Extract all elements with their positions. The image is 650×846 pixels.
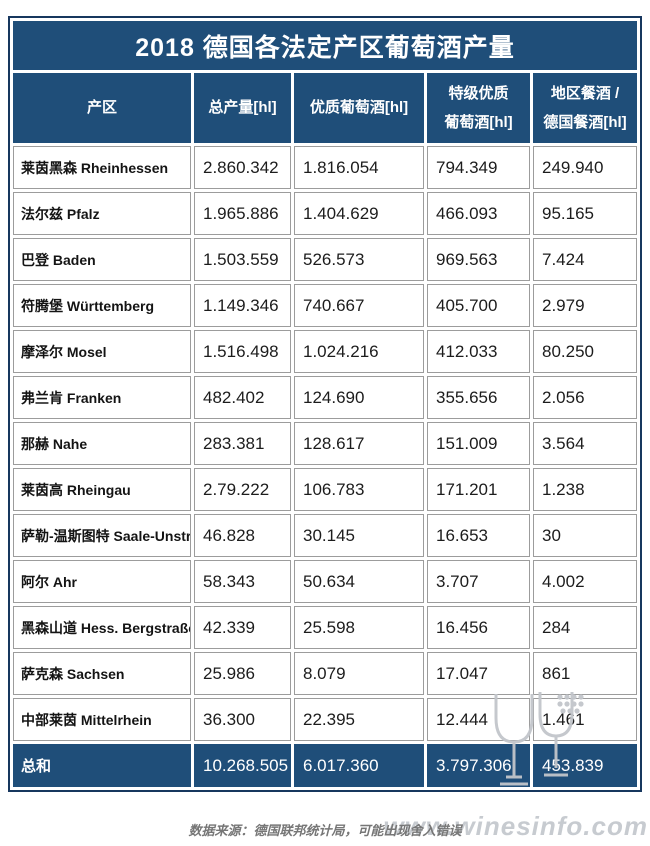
cell-landwein: 284: [533, 606, 638, 649]
cell-landwein: 453.839: [533, 744, 638, 787]
cell-total: 25.986: [194, 652, 291, 695]
cell-region: 莱茵黑森 Rheinhessen: [13, 146, 191, 189]
site-watermark: www.winesinfo.com: [383, 811, 648, 841]
table-row: 莱茵高 Rheingau 2.79.222 106.783 171.201 1.…: [13, 468, 638, 511]
cell-pradikat: 3.707: [427, 560, 530, 603]
cell-quality: 22.395: [294, 698, 424, 741]
cell-total: 283.381: [194, 422, 291, 465]
cell-quality: 1.024.216: [294, 330, 424, 373]
cell-region: 法尔兹 Pfalz: [13, 192, 191, 235]
cell-pradikat: 794.349: [427, 146, 530, 189]
cell-landwein: 95.165: [533, 192, 638, 235]
cell-pradikat: 969.563: [427, 238, 530, 281]
cell-total: 46.828: [194, 514, 291, 557]
cell-region: 符腾堡 Württemberg: [13, 284, 191, 327]
cell-total: 42.339: [194, 606, 291, 649]
column-header-region: 产区: [13, 73, 191, 143]
cell-landwein: 3.564: [533, 422, 638, 465]
cell-pradikat: 3.797.306: [427, 744, 530, 787]
cell-landwein: 1.238: [533, 468, 638, 511]
column-header-landwein: 地区餐酒 / 德国餐酒[hl]: [533, 73, 638, 143]
cell-region: 莱茵高 Rheingau: [13, 468, 191, 511]
cell-pradikat: 16.653: [427, 514, 530, 557]
table-row: 阿尔 Ahr 58.343 50.634 3.707 4.002: [13, 560, 638, 603]
table-row: 巴登 Baden 1.503.559 526.573 969.563 7.424: [13, 238, 638, 281]
cell-total: 10.268.505: [194, 744, 291, 787]
table-row: 萨勒-温斯图特 Saale-Unstrut 46.828 30.145 16.6…: [13, 514, 638, 557]
cell-pradikat: 12.444: [427, 698, 530, 741]
cell-total: 1.503.559: [194, 238, 291, 281]
column-header-quality: 优质葡萄酒[hl]: [294, 73, 424, 143]
cell-total: 482.402: [194, 376, 291, 419]
table-row: 萨克森 Sachsen 25.986 8.079 17.047 861: [13, 652, 638, 695]
cell-quality: 526.573: [294, 238, 424, 281]
cell-pradikat: 405.700: [427, 284, 530, 327]
table-row: 莱茵黑森 Rheinhessen 2.860.342 1.816.054 794…: [13, 146, 638, 189]
cell-landwein: 30: [533, 514, 638, 557]
cell-pradikat: 412.033: [427, 330, 530, 373]
cell-region: 摩泽尔 Mosel: [13, 330, 191, 373]
cell-total: 2.79.222: [194, 468, 291, 511]
table-row: 那赫 Nahe 283.381 128.617 151.009 3.564: [13, 422, 638, 465]
table-row: 黑森山道 Hess. Bergstraße 42.339 25.598 16.4…: [13, 606, 638, 649]
column-header-total: 总产量[hl]: [194, 73, 291, 143]
cell-quality: 30.145: [294, 514, 424, 557]
cell-region: 中部莱茵 Mittelrhein: [13, 698, 191, 741]
cell-pradikat: 171.201: [427, 468, 530, 511]
cell-quality: 25.598: [294, 606, 424, 649]
cell-landwein: 4.002: [533, 560, 638, 603]
cell-quality: 106.783: [294, 468, 424, 511]
table-row: 弗兰肯 Franken 482.402 124.690 355.656 2.05…: [13, 376, 638, 419]
cell-total-label: 总和: [13, 744, 191, 787]
table-row: 摩泽尔 Mosel 1.516.498 1.024.216 412.033 80…: [13, 330, 638, 373]
cell-quality: 8.079: [294, 652, 424, 695]
cell-region: 巴登 Baden: [13, 238, 191, 281]
cell-pradikat: 355.656: [427, 376, 530, 419]
cell-pradikat: 16.456: [427, 606, 530, 649]
cell-landwein: 249.940: [533, 146, 638, 189]
wine-production-table: 2018 德国各法定产区葡萄酒产量 产区 总产量[hl] 优质葡萄酒[hl] 特…: [8, 16, 643, 792]
cell-landwein: 80.250: [533, 330, 638, 373]
cell-region: 阿尔 Ahr: [13, 560, 191, 603]
table-row: 法尔兹 Pfalz 1.965.886 1.404.629 466.093 95…: [13, 192, 638, 235]
cell-total: 2.860.342: [194, 146, 291, 189]
total-row: 总和 10.268.505 6.017.360 3.797.306 453.83…: [13, 744, 638, 787]
cell-total: 1.965.886: [194, 192, 291, 235]
cell-landwein: 2.979: [533, 284, 638, 327]
cell-pradikat: 466.093: [427, 192, 530, 235]
table-row: 中部莱茵 Mittelrhein 36.300 22.395 12.444 1.…: [13, 698, 638, 741]
cell-landwein: 1.461: [533, 698, 638, 741]
cell-region: 萨克森 Sachsen: [13, 652, 191, 695]
cell-quality: 50.634: [294, 560, 424, 603]
header-row: 产区 总产量[hl] 优质葡萄酒[hl] 特级优质 葡萄酒[hl] 地区餐酒 /…: [13, 73, 638, 143]
cell-total: 36.300: [194, 698, 291, 741]
table-row: 符腾堡 Württemberg 1.149.346 740.667 405.70…: [13, 284, 638, 327]
cell-quality: 1.816.054: [294, 146, 424, 189]
cell-region: 那赫 Nahe: [13, 422, 191, 465]
cell-total: 58.343: [194, 560, 291, 603]
cell-quality: 6.017.360: [294, 744, 424, 787]
cell-total: 1.516.498: [194, 330, 291, 373]
cell-pradikat: 17.047: [427, 652, 530, 695]
table-title: 2018 德国各法定产区葡萄酒产量: [13, 21, 638, 70]
cell-quality: 128.617: [294, 422, 424, 465]
cell-region: 弗兰肯 Franken: [13, 376, 191, 419]
cell-landwein: 861: [533, 652, 638, 695]
title-row: 2018 德国各法定产区葡萄酒产量: [13, 21, 638, 70]
cell-region: 萨勒-温斯图特 Saale-Unstrut: [13, 514, 191, 557]
cell-total: 1.149.346: [194, 284, 291, 327]
cell-landwein: 2.056: [533, 376, 638, 419]
cell-quality: 740.667: [294, 284, 424, 327]
cell-pradikat: 151.009: [427, 422, 530, 465]
cell-quality: 124.690: [294, 376, 424, 419]
column-header-pradikat: 特级优质 葡萄酒[hl]: [427, 73, 530, 143]
source-note: 数据来源：德国联邦统计局，可能出现舍入错误: [188, 823, 462, 838]
cell-landwein: 7.424: [533, 238, 638, 281]
cell-quality: 1.404.629: [294, 192, 424, 235]
cell-region: 黑森山道 Hess. Bergstraße: [13, 606, 191, 649]
